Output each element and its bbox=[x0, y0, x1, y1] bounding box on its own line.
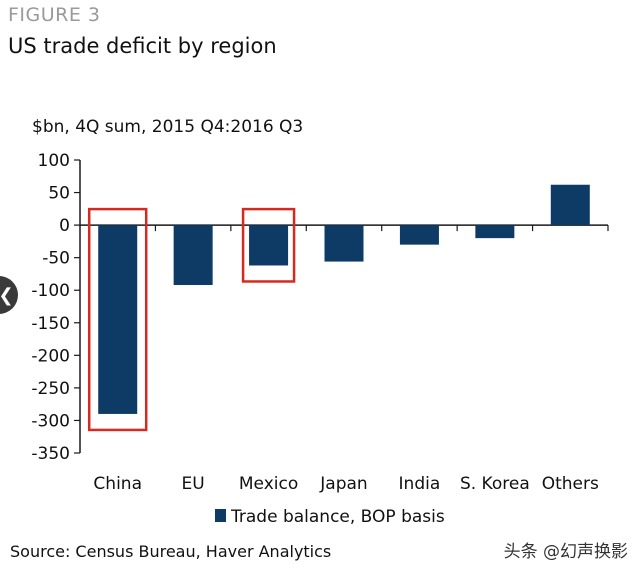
highlight-box bbox=[241, 207, 296, 283]
x-tick-label: S. Korea bbox=[460, 474, 530, 494]
bar-india bbox=[399, 225, 439, 245]
x-tick-label: Japan bbox=[319, 474, 367, 494]
bar-japan bbox=[324, 225, 364, 262]
bar-mexico bbox=[249, 225, 289, 266]
y-tick-label: -300 bbox=[31, 411, 70, 431]
chevron-left-icon[interactable]: ❮ bbox=[0, 276, 18, 314]
bar-china bbox=[98, 225, 138, 414]
y-tick-label: -150 bbox=[31, 314, 70, 334]
y-axis-label: $bn, 4Q sum, 2015 Q4:2016 Q3 bbox=[32, 117, 304, 137]
figure-label: FIGURE 3 bbox=[8, 4, 101, 26]
watermark: 头条 @幻声换影 bbox=[503, 542, 628, 562]
bar-s-korea bbox=[475, 225, 515, 239]
y-tick-label: -250 bbox=[31, 379, 70, 399]
x-tick-label: Others bbox=[542, 474, 599, 494]
y-tick-label: 0 bbox=[59, 216, 70, 236]
y-tick-label: -200 bbox=[31, 346, 70, 366]
y-tick-label: -350 bbox=[31, 444, 70, 464]
source-note: Source: Census Bureau, Haver Analytics bbox=[10, 542, 332, 561]
y-tick-label: -50 bbox=[42, 249, 70, 269]
legend-label: Trade balance, BOP basis bbox=[230, 507, 445, 527]
x-tick-label: Mexico bbox=[239, 474, 298, 494]
bar-eu bbox=[173, 225, 213, 286]
highlight-box bbox=[87, 207, 148, 432]
y-tick-label: -100 bbox=[31, 281, 70, 301]
chart-title: US trade deficit by region bbox=[8, 34, 277, 58]
x-tick-label: India bbox=[399, 474, 441, 494]
x-tick-label: China bbox=[93, 474, 142, 494]
y-tick-label: 50 bbox=[48, 184, 70, 204]
legend-swatch bbox=[215, 509, 226, 522]
bar-chart: 100 50 0 -50 -100 -150 -200 -250 -300 -350 China EU… bbox=[31, 151, 609, 527]
x-tick-label: EU bbox=[182, 474, 205, 494]
bar-others bbox=[550, 184, 590, 226]
y-tick-label: 100 bbox=[38, 151, 70, 171]
